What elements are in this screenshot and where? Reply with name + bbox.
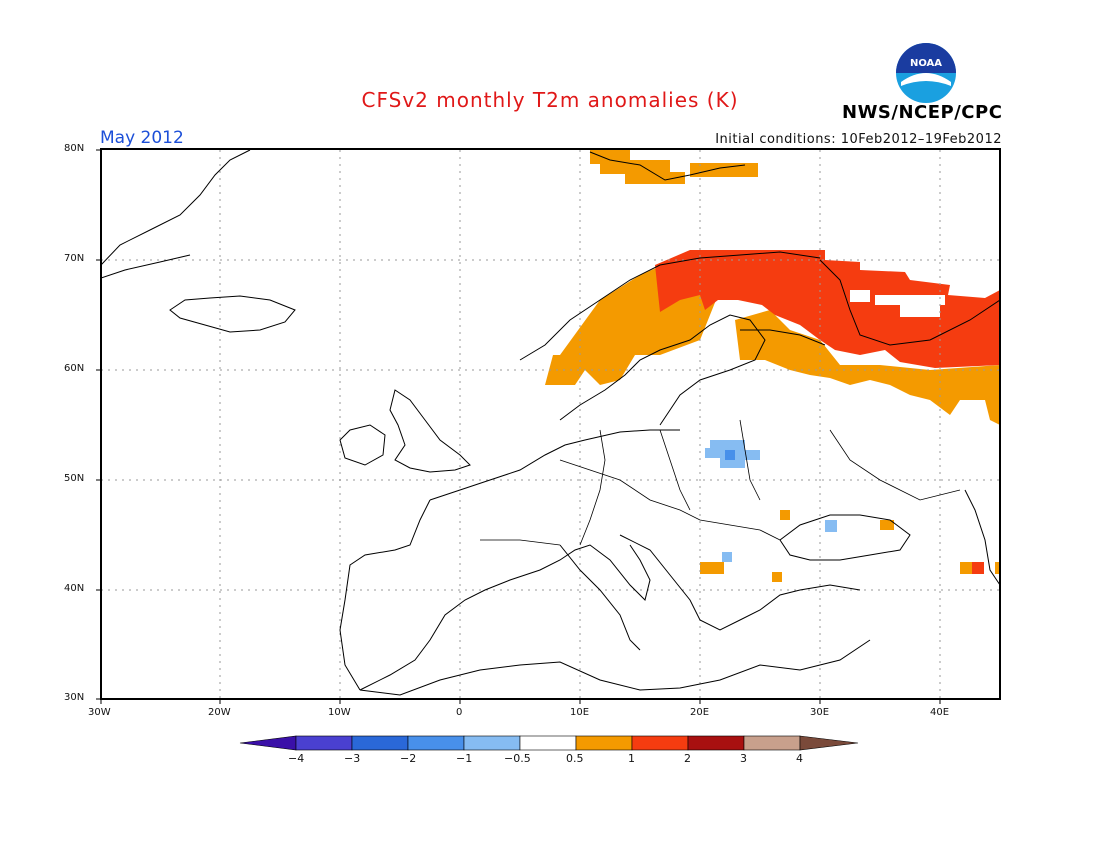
lat-tick-label: 80N <box>64 143 85 154</box>
lat-tick-label: 60N <box>64 363 85 374</box>
lat-tick-label: 70N <box>64 253 85 264</box>
colorbar-segment <box>519 735 577 751</box>
colorbar-label: 1 <box>628 752 635 765</box>
initial-conditions-label: Initial conditions: 10Feb2012–19Feb2012 <box>715 132 1002 147</box>
lat-tick-label: 50N <box>64 473 85 484</box>
lat-tick-label: 30N <box>64 692 85 703</box>
month-label: May 2012 <box>100 128 184 148</box>
noaa-logo: NOAA <box>896 43 956 103</box>
colorbar-segment <box>799 735 859 751</box>
lon-tick-label: 40E <box>930 707 950 718</box>
colorbar-label: −1 <box>456 752 473 765</box>
organization-label: NWS/NCEP/CPC <box>842 102 1003 123</box>
colorbar-label: 4 <box>796 752 803 765</box>
chart-title: CFSv2 monthly T2m anomalies (K) <box>361 88 739 112</box>
graticule <box>101 150 1000 698</box>
lon-tick-label: 30W <box>88 707 111 718</box>
lon-tick-label: 10W <box>328 707 351 718</box>
lon-tick-label: 20E <box>690 707 710 718</box>
colorbar-label: −2 <box>400 752 417 765</box>
logo-text: NOAA <box>910 58 942 69</box>
anomaly-shading <box>545 150 1000 582</box>
lon-tick-label: 0 <box>456 707 463 718</box>
colorbar-segment <box>687 735 745 751</box>
coastlines <box>101 149 1000 696</box>
colorbar-label: −3 <box>344 752 361 765</box>
colorbar-segment <box>351 735 409 751</box>
lon-tick-label: 20W <box>208 707 231 718</box>
colorbar-label: 3 <box>740 752 747 765</box>
colorbar-segment <box>463 735 521 751</box>
colorbar-segment <box>239 735 297 751</box>
colorbar-label: −0.5 <box>504 752 531 765</box>
colorbar-label: 2 <box>684 752 691 765</box>
colorbar-segment <box>743 735 801 751</box>
lon-tick-label: 10E <box>570 707 590 718</box>
lon-tick-label: 30E <box>810 707 830 718</box>
colorbar-segment <box>407 735 465 751</box>
lat-tick-label: 40N <box>64 583 85 594</box>
colorbar-segment <box>631 735 689 751</box>
colorbar-segment <box>295 735 353 751</box>
colorbar-label: 0.5 <box>566 752 584 765</box>
colorbar-label: −4 <box>288 752 305 765</box>
colorbar-segment <box>575 735 633 751</box>
map-frame <box>100 148 1001 700</box>
